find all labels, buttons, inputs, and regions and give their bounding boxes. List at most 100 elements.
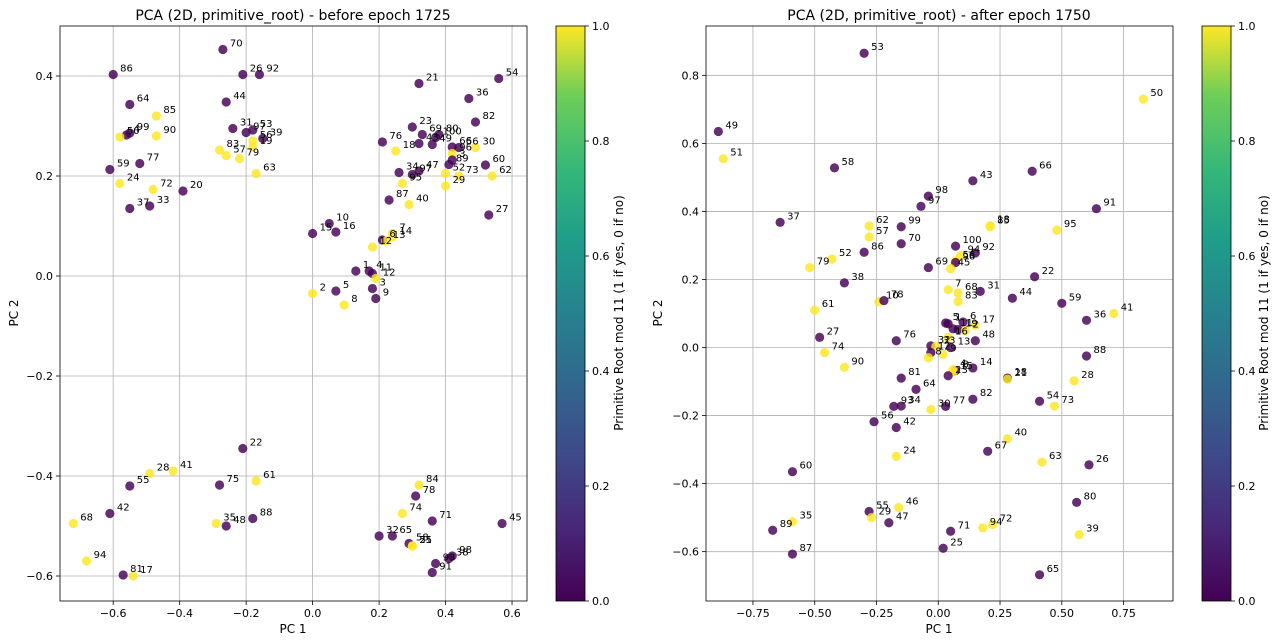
scatter-point — [447, 148, 457, 159]
scatter-point — [125, 99, 135, 110]
point-label: 55 — [137, 475, 150, 486]
point-label: 39 — [1086, 524, 1099, 535]
point-label: 50 — [1150, 88, 1163, 99]
colorbar-tick-label: 0.2 — [1238, 480, 1256, 493]
scatter-point — [1081, 315, 1092, 325]
colorbar-tick-label: 0.2 — [592, 480, 610, 493]
colorbar-label: Primitive Root mod 11 (1 if yes, 0 if no… — [612, 195, 626, 431]
point-label: 65 — [399, 525, 412, 536]
y-tick-label: 0.4 — [682, 205, 700, 218]
scatter-point — [440, 181, 451, 191]
point-label: 95 — [409, 173, 422, 184]
scatter-point — [1007, 293, 1017, 303]
point-label: 56 — [260, 130, 273, 141]
scatter-point — [943, 285, 953, 295]
point-label: 38 — [851, 272, 864, 283]
scatter-point — [941, 401, 951, 411]
point-label: 56 — [881, 411, 894, 422]
scatter-point — [430, 132, 441, 143]
scatter-point — [404, 199, 414, 210]
point-label: 3 — [459, 149, 465, 160]
scatter-point — [985, 222, 995, 232]
scatter-point — [879, 295, 889, 306]
point-label: 91 — [439, 562, 452, 573]
scatter-point — [145, 201, 155, 211]
y-tick-label: 0.2 — [682, 273, 700, 286]
point-label: 60 — [799, 461, 812, 472]
point-label: 15 — [320, 223, 333, 234]
scatter-point — [411, 491, 421, 501]
point-label: 69 — [429, 124, 442, 135]
point-label: 4 — [376, 260, 382, 271]
point-label: 15 — [960, 361, 973, 372]
scatter-point — [968, 363, 978, 373]
scatter-point — [953, 296, 963, 307]
point-label: 55 — [876, 501, 889, 512]
point-label: 36 — [1094, 309, 1107, 320]
point-label: 60 — [492, 154, 505, 165]
scatter-point — [896, 401, 906, 411]
point-label: 10 — [336, 213, 349, 224]
point-label: 90 — [851, 356, 864, 367]
colorbar-tick-label: 0.0 — [1238, 595, 1256, 608]
colorbar-tick-label: 0.4 — [592, 365, 610, 378]
scatter-point — [1057, 298, 1067, 308]
scatter-point — [397, 508, 407, 519]
scatter-point — [718, 154, 728, 164]
point-label: 24 — [127, 173, 140, 184]
x-tick-label: 0.25 — [988, 607, 1013, 620]
colorbar-tick-label: 0.6 — [1238, 250, 1256, 263]
scatter-point — [427, 139, 437, 150]
scatter-point — [1091, 204, 1102, 214]
scatter-point — [891, 336, 901, 346]
y-tick-label: −0.4 — [26, 470, 53, 483]
point-label: 22 — [1042, 266, 1055, 277]
scatter-point — [351, 266, 361, 276]
point-label: 3 — [963, 360, 969, 371]
point-label: 11 — [379, 263, 392, 274]
scatter-point — [454, 171, 464, 181]
point-label: 10 — [886, 291, 899, 302]
scatter-point — [367, 283, 378, 294]
point-label: 42 — [903, 416, 916, 427]
data-points — [713, 48, 1148, 580]
point-label: 35 — [799, 511, 812, 522]
scatter-point — [943, 332, 953, 342]
scatter-point — [988, 519, 998, 530]
point-label: 77 — [953, 395, 966, 406]
colorbar-tick-label: 0.4 — [1238, 365, 1256, 378]
colorbar-gradient — [1202, 26, 1231, 601]
colorbar-tick-label: 0.8 — [592, 135, 610, 148]
scatter-point — [414, 480, 424, 490]
scatter-point — [324, 218, 334, 229]
scatter-point — [891, 451, 901, 461]
point-label: 16 — [955, 326, 968, 337]
point-label: 9 — [950, 343, 956, 354]
chart-title: PCA (2D, primitive_root) - before epoch … — [135, 8, 450, 24]
point-label: 45 — [509, 513, 522, 524]
point-label: 87 — [799, 543, 812, 554]
point-label: 23 — [955, 365, 968, 376]
point-label: 48 — [233, 515, 246, 526]
scatter-point — [768, 525, 778, 535]
x-ticks: −0.6 −0.4 −0.2 0.0 0.2 0.4 0.6 — [100, 601, 521, 620]
point-label: 37 — [787, 211, 800, 222]
point-label: 21 — [1014, 368, 1027, 379]
point-label: 91 — [1103, 198, 1116, 209]
point-label: 52 — [839, 248, 852, 259]
scatter-point — [864, 232, 874, 242]
point-label: 71 — [439, 510, 452, 521]
scatter-point — [248, 125, 258, 135]
scatter-point — [889, 401, 899, 411]
scatter-point — [1072, 497, 1082, 507]
scatter-point — [214, 145, 225, 155]
point-label: 94 — [990, 517, 1003, 528]
point-label: 86 — [871, 241, 884, 252]
point-label: 64 — [923, 378, 936, 389]
point-label: 52 — [453, 163, 466, 174]
x-axis-label: PC 1 — [925, 622, 952, 636]
colorbar-before: 0.0 0.2 0.4 0.6 0.8 1.0 Primitive Root mod 11… — [555, 20, 626, 608]
point-label: 47 — [896, 512, 909, 523]
y-tick-label: 0.4 — [36, 70, 54, 83]
